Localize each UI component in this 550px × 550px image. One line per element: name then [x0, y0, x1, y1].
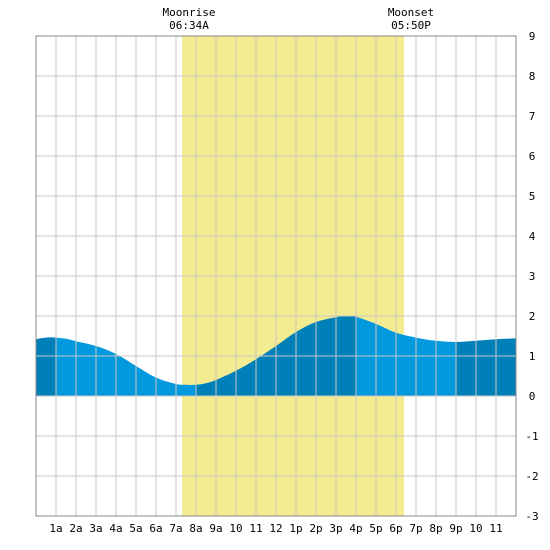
x-tick-label: 6p: [389, 522, 402, 535]
y-tick-label: 7: [529, 110, 536, 123]
y-tick-label: 8: [529, 70, 536, 83]
x-tick-label: 9a: [209, 522, 222, 535]
y-tick-label: -3: [525, 510, 538, 523]
x-tick-label: 11: [489, 522, 502, 535]
x-tick-label: 3a: [89, 522, 102, 535]
x-tick-label: 1p: [289, 522, 302, 535]
x-tick-label: 2p: [309, 522, 322, 535]
y-tick-label: 2: [529, 310, 536, 323]
y-tick-label: 9: [529, 30, 536, 43]
y-tick-label: 6: [529, 150, 536, 163]
x-tick-label: 9p: [449, 522, 462, 535]
x-tick-label: 7p: [409, 522, 422, 535]
x-tick-label: 1a: [49, 522, 62, 535]
y-tick-label: -1: [525, 430, 538, 443]
x-tick-label: 8a: [189, 522, 202, 535]
x-tick-label: 7a: [169, 522, 182, 535]
moonset-label: Moonset: [388, 6, 434, 19]
x-tick-label: 10: [229, 522, 242, 535]
x-tick-label: 10: [469, 522, 482, 535]
x-tick-label: 8p: [429, 522, 442, 535]
moonset-time: 05:50P: [391, 19, 431, 32]
y-tick-label: 1: [529, 350, 536, 363]
x-tick-label: 5p: [369, 522, 382, 535]
y-tick-label: -2: [525, 470, 538, 483]
grid-lines: [35, 35, 517, 517]
y-tick-label: 4: [529, 230, 536, 243]
x-tick-label: 4p: [349, 522, 362, 535]
x-tick-label: 3p: [329, 522, 342, 535]
y-tick-label: 3: [529, 270, 536, 283]
x-tick-label: 6a: [149, 522, 162, 535]
x-tick-label: 4a: [109, 522, 122, 535]
moonrise-time: 06:34A: [169, 19, 209, 32]
x-tick-label: 5a: [129, 522, 142, 535]
moonrise-label: Moonrise: [163, 6, 216, 19]
y-tick-label: 5: [529, 190, 536, 203]
x-tick-label: 12: [269, 522, 282, 535]
x-tick-label: 11: [249, 522, 262, 535]
x-tick-label: 2a: [69, 522, 82, 535]
plot-border: [35, 35, 517, 517]
y-tick-label: 0: [529, 390, 536, 403]
